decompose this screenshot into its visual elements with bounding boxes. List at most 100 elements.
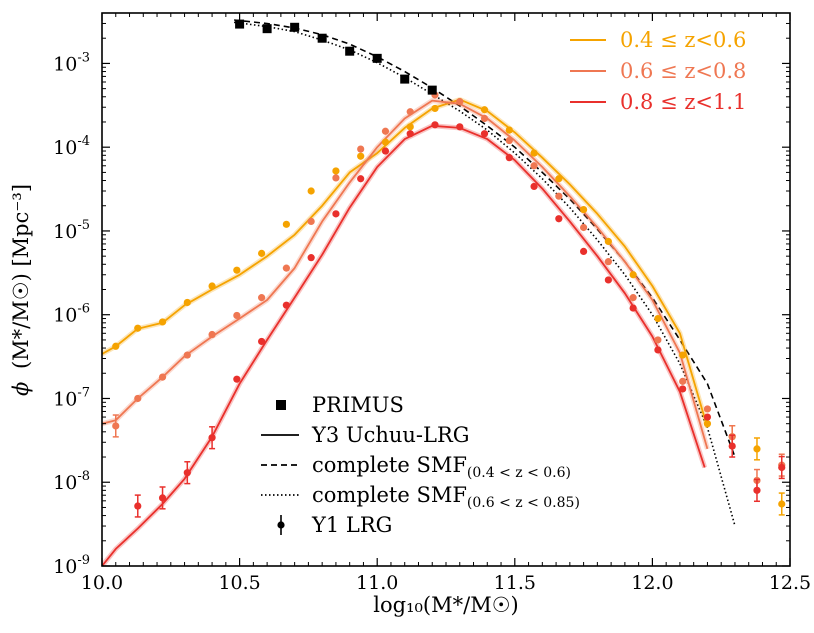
y-tick-label: 10-6: [53, 302, 90, 327]
series-1-point: [381, 138, 390, 146]
legend-errorbar-point: [277, 521, 285, 529]
series-2-point: [307, 217, 315, 226]
series-3-point: [134, 502, 142, 510]
series-1-point: [134, 324, 142, 332]
legend-label-text: PRIMUS: [312, 393, 404, 417]
y-tick-label: 10-4: [53, 134, 90, 159]
legend-label-3: complete SMF(0.4 < z < 0.6): [312, 453, 571, 481]
primus-point: [317, 33, 327, 43]
series-1-point: [679, 351, 687, 359]
series-1-point: [431, 104, 439, 113]
series-1-line: [102, 98, 709, 428]
x-tick-label: 11.5: [494, 572, 536, 594]
series-2-point: [183, 351, 191, 359]
y-tick-label: 10-9: [53, 553, 90, 578]
series-2-point: [580, 223, 588, 232]
primus-point: [400, 74, 410, 84]
legend-label-2: Y3 Uchuu-LRG: [311, 423, 470, 447]
series-1-point: [753, 445, 761, 453]
legend-label-z2: 0.6 ≤ z<0.8: [620, 59, 746, 83]
series-1-point: [258, 249, 266, 257]
primus-point: [345, 46, 355, 56]
x-tick-label: 10.0: [81, 572, 123, 594]
primus-point: [427, 85, 437, 95]
series-2-point: [480, 114, 489, 123]
legend-label-subscript: (0.4 < z < 0.6): [467, 465, 571, 481]
series-3-point: [282, 301, 290, 309]
y-tick-label: 10-8: [53, 469, 90, 494]
series-3-line: [102, 124, 706, 566]
series-3-point: [406, 130, 414, 138]
series-2-point: [530, 162, 538, 170]
axes: 10.0 10.5 11.0 11.5 12.0 12.5 10-9 10-8 10-7 10-6…: [53, 12, 811, 594]
series-3-point: [381, 147, 390, 155]
series-1-point: [208, 282, 216, 290]
series-3-point: [654, 346, 662, 354]
series-2-point: [679, 377, 687, 385]
legend-label-4: complete SMF(0.6 < z < 0.85): [312, 483, 580, 511]
legend-square-marker: [276, 400, 286, 410]
series-3-point: [629, 304, 637, 312]
legend-label-z3: 0.8 ≤ z<1.1: [620, 90, 746, 114]
series-2-point: [332, 174, 340, 182]
legend-top: 0.4 ≤ z<0.6 0.6 ≤ z<0.8 0.8 ≤ z<1.1: [570, 28, 746, 114]
series-3-point: [307, 254, 315, 262]
series-2-point: [555, 192, 563, 200]
series-3-point: [505, 154, 513, 162]
series-1-point: [555, 175, 563, 183]
legend-label-text: Y1 LRG: [311, 513, 392, 537]
series-1-point: [604, 237, 612, 246]
series-2-point: [282, 264, 290, 272]
primus-point: [262, 24, 272, 34]
series-2-point: [208, 330, 216, 339]
series-2-point: [629, 294, 637, 302]
y-tick-label: 10-7: [53, 385, 90, 410]
series-2-line: [102, 99, 709, 450]
series-3-point: [555, 215, 563, 223]
series-3-point: [431, 121, 439, 129]
legend-label-1: PRIMUS: [312, 393, 404, 417]
series-2-point: [112, 422, 120, 430]
series-3-point: [357, 175, 365, 183]
series-2-point: [456, 98, 464, 106]
x-axis-title: log₁₀(M*/M☉): [373, 593, 518, 617]
series-1-point: [530, 149, 538, 157]
series-3-point: [233, 375, 241, 383]
series-3-point: [183, 469, 191, 477]
series-1-point: [357, 152, 365, 160]
series-1-point: [703, 420, 712, 428]
series-1-point: [307, 187, 315, 195]
legend-label-text: complete SMF: [312, 483, 467, 507]
legend-label-subscript: (0.6 < z < 0.85): [467, 495, 580, 511]
series-3-point: [778, 463, 786, 472]
primus-point: [372, 53, 382, 63]
series-3-point: [679, 385, 687, 393]
series-1-point: [480, 106, 489, 114]
legend-label-text: Y3 Uchuu-LRG: [311, 423, 470, 447]
series-3-point: [580, 247, 588, 256]
series-2-point: [357, 145, 365, 153]
series-3-point: [158, 494, 167, 502]
series-3-point: [258, 337, 266, 346]
plot-area: [102, 19, 786, 566]
series-1-point: [112, 342, 120, 350]
series-1-point: [282, 220, 290, 228]
series-3-point: [604, 276, 612, 284]
y-axis-symbol: ϕ: [9, 382, 33, 396]
series-2-point: [134, 394, 142, 403]
series-3-point: [332, 210, 340, 218]
plot-content: [102, 19, 786, 566]
series-2-band: [102, 98, 710, 450]
primus-point: [235, 19, 245, 29]
x-tick-label: 12.0: [631, 572, 673, 594]
x-tick-label: 12.5: [769, 572, 811, 594]
series-2-point: [258, 294, 266, 302]
series-3-point: [208, 434, 216, 442]
series-2-point: [381, 127, 390, 135]
series-1-point: [629, 271, 637, 279]
legend-label-z1: 0.4 ≤ z<0.6: [620, 28, 746, 52]
series-2-point: [233, 311, 241, 320]
y-axis-label: (M*/M☉) [Mpc⁻³]: [9, 184, 33, 369]
series-1-point: [654, 314, 662, 323]
